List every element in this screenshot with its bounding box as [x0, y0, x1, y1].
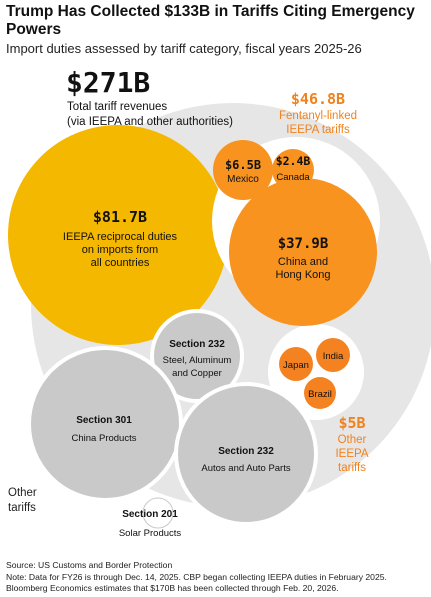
- bubble-section-232-autos: [174, 382, 318, 526]
- mexico-label: Mexico: [227, 174, 259, 185]
- bubble-mexico: [213, 140, 273, 200]
- china-value-label: $37.9B: [278, 236, 329, 252]
- footnote: Source: US Customs and Border Protection…: [6, 560, 430, 595]
- mexico-value-label: $6.5B: [225, 158, 261, 172]
- s232-steel-title: Section 232: [169, 339, 225, 350]
- china-label-line1: China and: [278, 256, 328, 268]
- s201-title: Section 201: [122, 509, 178, 520]
- s201-line1: Solar Products: [119, 528, 182, 539]
- total-label-line2: (via IEEPA and other authorities): [67, 116, 233, 128]
- other-ieepa-label-line1: Other: [338, 434, 367, 446]
- bubble-japan: [279, 347, 313, 381]
- bubble-brazil: [304, 377, 336, 409]
- other-tariffs-label-line2: tariffs: [8, 502, 36, 514]
- s301-line1: China Products: [72, 433, 137, 444]
- china-label-line2: Hong Kong: [275, 269, 330, 281]
- s232-steel-line2: and Copper: [172, 368, 222, 379]
- bubble-china-hong-kong: [229, 178, 377, 326]
- reciprocal-value-label: $81.7B: [93, 208, 147, 226]
- fentanyl-label-line1: Fentanyl-linked: [279, 110, 357, 122]
- total-label-line1: Total tariff revenues: [67, 101, 167, 113]
- total-value-label: $271B: [66, 66, 150, 99]
- canada-label: Canada: [276, 172, 310, 183]
- bubble-section-232-steel: [150, 309, 244, 403]
- reciprocal-label-line1: IEEPA reciprocal duties: [63, 231, 178, 243]
- other-ieepa-label-line2: IEEPA: [335, 448, 368, 460]
- brazil-label: Brazil: [308, 389, 332, 400]
- other-ieepa-label-line3: tariffs: [338, 462, 366, 474]
- bubble-india: [316, 338, 350, 372]
- other-ieepa-value-label: $5B: [338, 414, 365, 432]
- india-label: India: [323, 351, 344, 362]
- other-tariffs-label-line1: Other: [8, 487, 37, 499]
- bubble-canada: [272, 149, 314, 191]
- s232-autos-title: Section 232: [218, 446, 274, 457]
- fentanyl-label-line2: IEEPA tariffs: [286, 124, 350, 136]
- note-line-2: Bloomberg Economics estimates that $170B…: [6, 583, 339, 593]
- s232-autos-line1: Autos and Auto Parts: [201, 463, 291, 474]
- bubble-chart: $271B Total tariff revenues (via IEEPA a…: [8, 66, 431, 539]
- note-line-1: Note: Data for FY26 is through Dec. 14, …: [6, 571, 387, 582]
- japan-label: Japan: [283, 360, 309, 371]
- bubble-ieepa-reciprocal: [8, 125, 228, 345]
- bubble-section-201: [142, 497, 174, 529]
- chart-subtitle: Import duties assessed by tariff categor…: [6, 41, 362, 56]
- reciprocal-label-line3: all countries: [91, 257, 150, 269]
- s301-title: Section 301: [76, 415, 132, 426]
- canada-value-label: $2.4B: [276, 154, 311, 168]
- fentanyl-value-label: $46.8B: [291, 90, 345, 108]
- reciprocal-label-line2: on imports from: [82, 244, 158, 256]
- s232-steel-line1: Steel, Aluminum: [163, 355, 232, 366]
- source-note: Source: US Customs and Border Protection: [6, 560, 173, 570]
- chart-title: Trump Has Collected $133B in Tariffs Cit…: [6, 3, 415, 38]
